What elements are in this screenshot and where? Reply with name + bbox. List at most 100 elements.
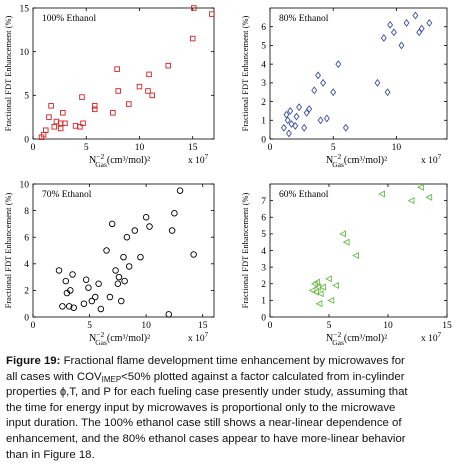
data-point [407, 197, 415, 205]
x-tick-label: 15 [188, 143, 198, 153]
y-tick-label: 2 [261, 280, 266, 290]
x-multiplier: x 107 [188, 153, 209, 166]
data-point [123, 233, 131, 241]
data-point [425, 193, 433, 201]
data-point [145, 88, 151, 94]
data-point [352, 251, 359, 260]
data-point [288, 120, 295, 128]
y-tick-label: 0 [261, 135, 266, 145]
x-tick-label: 5 [84, 143, 89, 153]
y-tick-label: 7 [261, 197, 266, 207]
data-point [325, 275, 332, 283]
x-tick-label: 0 [268, 321, 273, 331]
data-point [306, 105, 313, 114]
x-axis-label: N−2 Gas(cm³/mol)² [326, 152, 387, 169]
data-point [92, 106, 98, 113]
y-tick-label: 4 [261, 60, 266, 70]
data-point [380, 33, 387, 42]
data-point [287, 106, 294, 115]
x-tick-label: 0 [31, 143, 36, 153]
data-point [335, 60, 342, 69]
data-point [112, 267, 119, 274]
data-point [121, 277, 128, 285]
x-multiplier: x 107 [421, 153, 442, 166]
data-point [171, 210, 178, 217]
data-point [390, 28, 397, 37]
data-point [319, 283, 326, 291]
data-point [327, 296, 335, 304]
chart-panel-2: 0 5 10 0 1 2 3 4 5 6 80% Ethanol Fractional FDT Enh… [240, 7, 448, 169]
caption-line-2: all cases with COVIMEP<50% plotted again… [6, 370, 405, 384]
y-tick-label: 8 [24, 207, 29, 217]
data-point [296, 103, 303, 112]
y-tick-label: 10 [20, 48, 30, 58]
data-point [316, 290, 324, 298]
data-point [412, 11, 419, 20]
data-point [342, 238, 350, 246]
x-tick-label: 0 [268, 143, 273, 153]
y-axis-label: Fractional FDT Enhancement (%) [240, 192, 250, 308]
data-point [77, 124, 83, 130]
x-axis-label: N−2 Gas(cm³/mol)² [89, 152, 150, 169]
caption-line-3: properties ɸ,T, and P for each fueling c… [6, 386, 408, 399]
y-tick-label: 5 [24, 92, 29, 102]
x-tick-label: 10 [135, 143, 145, 153]
data-point [46, 114, 52, 120]
y-tick-label: 1 [261, 297, 266, 307]
x-axis-label: N−2 Gas(cm³/mol)² [326, 330, 387, 347]
data-point [114, 66, 120, 72]
figure-label: Figure 19: [6, 355, 61, 367]
data-point [342, 123, 349, 132]
data-point [126, 101, 132, 107]
x-tick-label: 10 [392, 143, 402, 153]
data-point [315, 300, 323, 308]
data-point [209, 11, 215, 17]
data-point [165, 62, 171, 69]
x-tick-label: 10 [141, 321, 151, 331]
data-point [95, 280, 102, 288]
plot-frame [32, 7, 215, 140]
y-axis-label: Fractional FDT Enhancement (%) [3, 192, 13, 308]
y-tick-label: 0 [24, 135, 29, 145]
data-point [286, 129, 292, 138]
data-point [301, 123, 308, 132]
plot-frame [32, 183, 215, 318]
panel-annotation: 60% Ethanol [279, 190, 329, 200]
data-point [176, 187, 184, 194]
data-point [330, 88, 337, 97]
data-point [48, 103, 54, 109]
y-axis-label: Fractional FDT Enhancement (%) [3, 15, 13, 131]
x-multiplier: x 107 [421, 331, 442, 344]
data-point [92, 103, 98, 109]
data-point [91, 293, 99, 301]
x-tick-label: 10 [383, 321, 393, 331]
data-point [51, 124, 58, 130]
data-point [79, 94, 85, 100]
caption-line-7: than in Figure 18. [6, 448, 95, 461]
data-point [67, 287, 74, 294]
figure-caption: Figure 19: Fractional flame development … [6, 354, 458, 463]
y-tick-label: 0 [24, 313, 29, 323]
data-point [106, 293, 114, 301]
data-point [189, 35, 196, 42]
chart-panel-4: 0 5 10 15 0 1 2 3 4 5 6 7 60% Ethanol Fractional FDT … [240, 183, 452, 347]
y-tick-label: 6 [261, 23, 266, 33]
caption-line-1: Figure 19: Fractional flame development … [6, 355, 405, 367]
data-point [43, 127, 49, 134]
data-point [55, 267, 63, 274]
data-point [117, 297, 125, 305]
data-point [284, 116, 291, 125]
y-tick-label: 15 [20, 4, 30, 14]
data-point [293, 112, 300, 121]
x-tick-label: 5 [331, 143, 336, 153]
data-point [146, 71, 152, 78]
data-point [403, 19, 410, 27]
data-point [115, 273, 123, 281]
data-point [374, 78, 381, 87]
y-tick-label: 10 [20, 180, 30, 190]
y-axis-label: Fractional FDT Enhancement (%) [240, 15, 250, 131]
data-point [108, 220, 116, 228]
x-tick-label: 0 [31, 321, 36, 331]
x-tick-label: 15 [198, 321, 208, 331]
data-point [312, 288, 319, 296]
